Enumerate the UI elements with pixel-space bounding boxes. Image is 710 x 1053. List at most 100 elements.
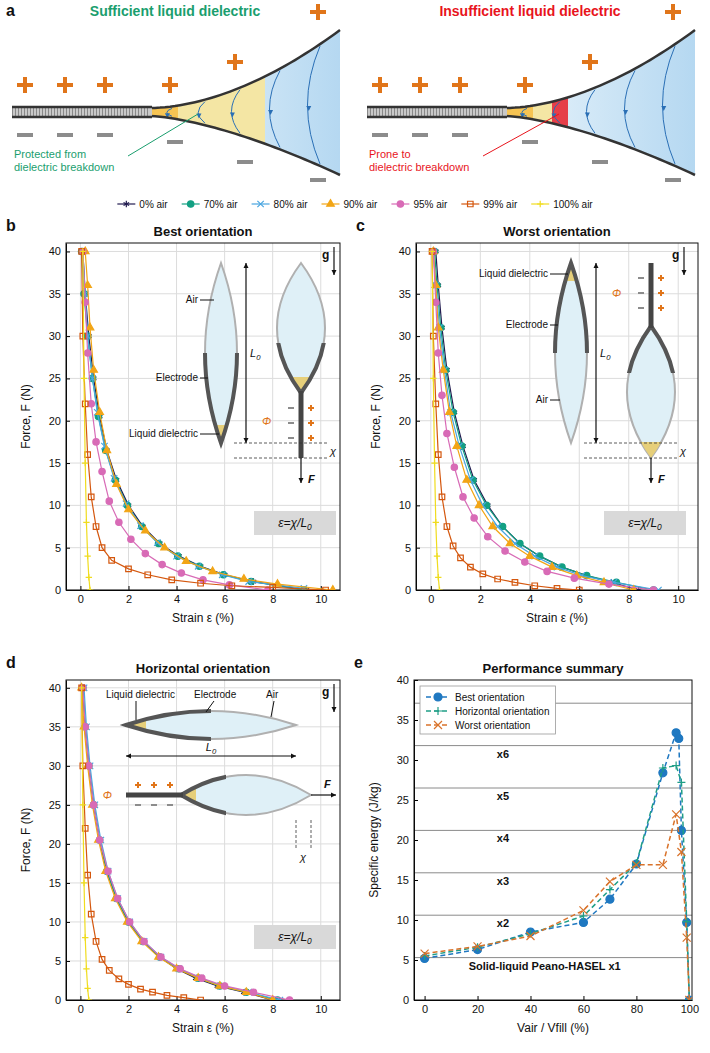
- arrow-head: [623, 110, 628, 115]
- x-tick: 10: [315, 996, 327, 1015]
- marker: [164, 993, 170, 999]
- marker: [579, 906, 587, 914]
- marker: [434, 323, 442, 330]
- pouch-fill: [616, 442, 686, 458]
- marker: [199, 975, 205, 981]
- tick-label: 5: [55, 542, 61, 554]
- charge-minus: [665, 178, 681, 182]
- x-tick: 6: [222, 996, 228, 1015]
- charge-minus: [412, 133, 428, 137]
- liquid-dielectric: [150, 0, 178, 185]
- marker: [124, 201, 130, 207]
- y-tick: 15: [399, 457, 420, 469]
- grid-line: [66, 505, 340, 506]
- legend-label: Horizontal orientation: [455, 706, 550, 717]
- series-line: [432, 251, 579, 590]
- charge-minus: [288, 437, 294, 439]
- y-axis: 0510152025303540: [399, 244, 420, 597]
- charge-plus: [517, 77, 533, 93]
- marker: [99, 545, 105, 551]
- tick-mark: [225, 996, 226, 1000]
- marker: [114, 895, 120, 901]
- pouch: [627, 326, 675, 458]
- arrow-head: [585, 112, 590, 117]
- arrow-head: [291, 754, 296, 759]
- marker: [270, 585, 276, 590]
- marker: [240, 575, 248, 582]
- zipped-electrode: [12, 107, 152, 117]
- electrode-line: [367, 106, 507, 109]
- leader-line: [271, 701, 274, 717]
- charge-plus: [665, 4, 681, 20]
- charge-minus: [638, 307, 644, 309]
- x-axis-title: Strain ε (%): [172, 611, 234, 625]
- tick-mark: [66, 844, 70, 845]
- grid-line: [66, 251, 340, 252]
- tick-mark: [416, 548, 420, 549]
- tick-label: 30: [49, 760, 61, 772]
- inset-label: χ: [299, 851, 307, 863]
- marker: [209, 567, 217, 574]
- grid-line: [430, 243, 431, 590]
- guide-line: [584, 458, 678, 459]
- tick-label: 20: [472, 1003, 484, 1015]
- y-tick: 35: [49, 288, 70, 300]
- charge-plus: [452, 77, 468, 93]
- inset-label: Air: [266, 689, 279, 700]
- tick-label: 15: [49, 877, 61, 889]
- tick-mark: [66, 251, 70, 252]
- marker: [439, 494, 445, 500]
- marker: [80, 248, 86, 254]
- tick-label: 4: [527, 593, 533, 605]
- grid-line: [66, 921, 340, 922]
- annotation: Prone to: [369, 148, 411, 160]
- series-line: [433, 251, 658, 590]
- tick-label: 40: [49, 245, 61, 257]
- inset-label: L0: [600, 347, 611, 362]
- marker: [126, 919, 132, 925]
- pouch: [277, 263, 325, 393]
- x-tick: 0: [78, 996, 84, 1015]
- chart: 02468100510152025303540Liquid dielectric…: [49, 680, 341, 1015]
- charge-plus: [372, 77, 388, 93]
- electrode-group: [555, 263, 587, 353]
- pouch: [505, 30, 695, 175]
- formula: ε=χ/L0: [278, 930, 312, 946]
- marker: [86, 763, 92, 769]
- annotation: dielectric breakdown: [369, 161, 469, 173]
- x-tick: 0: [422, 996, 428, 1015]
- marker: [83, 519, 89, 525]
- marker: [109, 558, 115, 564]
- marker: [439, 366, 447, 373]
- marker: [86, 997, 92, 1000]
- reference-label: Solid-liquid Peano-HASEL x1: [469, 960, 621, 972]
- liquid-dielectric: [150, 0, 265, 185]
- marker: [606, 886, 614, 894]
- guide-line: [296, 820, 297, 848]
- inset-label: Liquid dielectric: [106, 689, 175, 700]
- tick-label: 4: [174, 593, 180, 605]
- marker: [86, 763, 92, 769]
- tick-mark: [480, 586, 481, 590]
- inset-label: L0: [250, 347, 261, 362]
- series-line: [83, 251, 307, 590]
- panel-label: d: [6, 654, 16, 671]
- x-tick: 4: [174, 586, 180, 605]
- tick-label: 30: [399, 330, 411, 342]
- marker: [82, 724, 88, 730]
- y-tick: 20: [49, 838, 70, 850]
- plot-area: [421, 729, 692, 1000]
- marker: [90, 802, 96, 808]
- marker: [90, 802, 96, 808]
- reference-line: [414, 915, 692, 916]
- tick-mark: [416, 251, 420, 252]
- tick-mark: [177, 586, 178, 590]
- marker: [142, 526, 150, 533]
- tick-label: 35: [399, 288, 411, 300]
- inset-label: F: [308, 473, 315, 485]
- marker: [436, 587, 442, 590]
- text-part: ε=χ/L: [628, 516, 657, 530]
- marker: [82, 934, 88, 940]
- legend-label: 95% air: [413, 199, 448, 210]
- marker: [495, 576, 501, 582]
